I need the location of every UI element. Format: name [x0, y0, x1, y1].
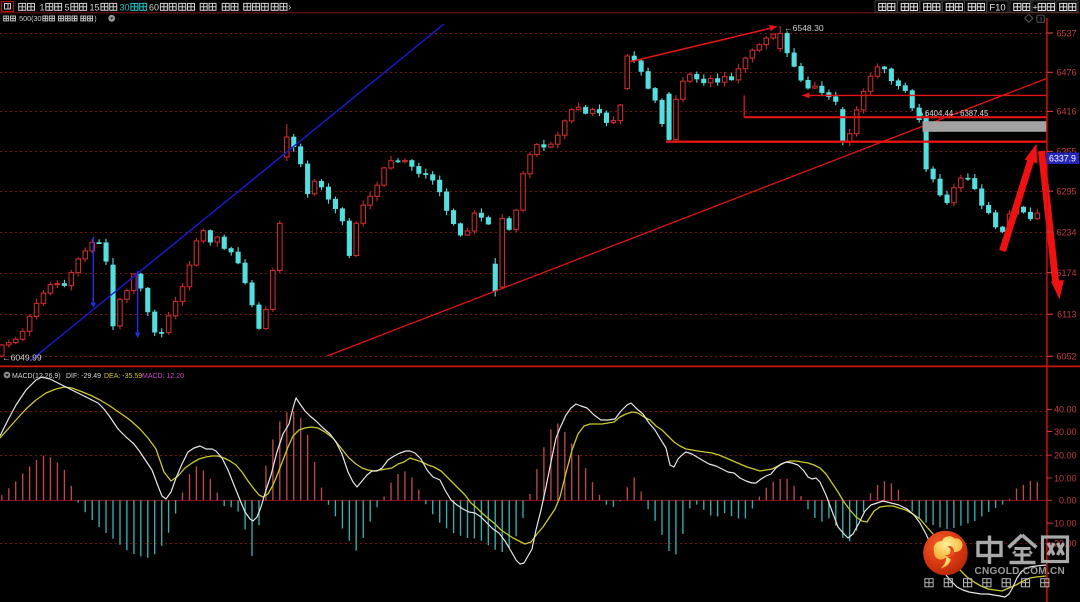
svg-text:6052: 6052	[1056, 352, 1076, 362]
svg-text:1: 1	[40, 2, 45, 12]
svg-text:6337.9: 6337.9	[1049, 153, 1076, 163]
svg-text:6404.44 - 6387.45: 6404.44 - 6387.45	[925, 109, 989, 118]
svg-text:5: 5	[65, 2, 70, 12]
svg-text:10.00: 10.00	[1054, 473, 1077, 483]
svg-text:): )	[94, 14, 96, 23]
svg-text:MACD(12,26,9): MACD(12,26,9)	[12, 373, 61, 380]
svg-text:6355: 6355	[1056, 147, 1076, 157]
svg-text:60: 60	[149, 2, 159, 12]
svg-text:CNGOLD.COM.CN: CNGOLD.COM.CN	[975, 566, 1066, 577]
svg-text:30: 30	[120, 2, 130, 12]
svg-text:DIF: -29.49: DIF: -29.49	[66, 373, 101, 380]
svg-text:←6049.99: ←6049.99	[2, 353, 42, 363]
svg-text:←6548.30: ←6548.30	[784, 23, 824, 33]
svg-text:20.00: 20.00	[1054, 450, 1077, 460]
svg-text:500(30: 500(30	[19, 14, 41, 23]
svg-text:F10: F10	[989, 2, 1005, 13]
svg-text:15: 15	[90, 2, 100, 12]
svg-text:0.00: 0.00	[1059, 496, 1077, 506]
svg-text:6416: 6416	[1056, 107, 1076, 117]
svg-text:+: +	[1033, 2, 1038, 12]
svg-text:DEA: -35.59: DEA: -35.59	[104, 373, 142, 380]
svg-text:6476: 6476	[1056, 68, 1076, 78]
svg-text:6537: 6537	[1056, 28, 1076, 38]
svg-text:6295: 6295	[1056, 187, 1076, 197]
svg-text:40.00: 40.00	[1054, 405, 1077, 415]
svg-text:30.00: 30.00	[1054, 427, 1077, 437]
svg-text:6174: 6174	[1056, 268, 1076, 278]
svg-text:›: ›	[288, 2, 291, 13]
svg-text:6234: 6234	[1056, 227, 1076, 237]
svg-text:MACD: 12.20: MACD: 12.20	[142, 373, 184, 380]
svg-text:-10.00: -10.00	[1051, 518, 1077, 528]
svg-text:6113: 6113	[1057, 310, 1076, 320]
